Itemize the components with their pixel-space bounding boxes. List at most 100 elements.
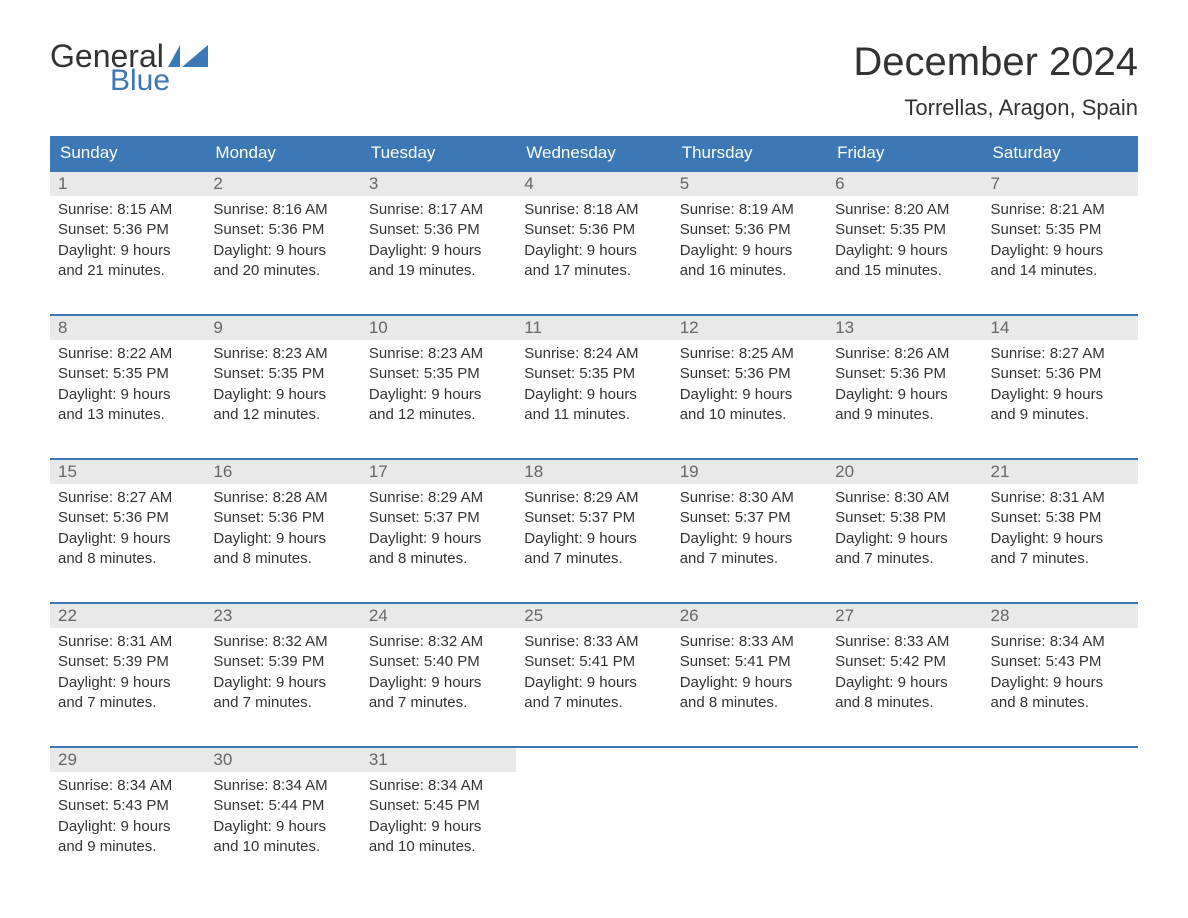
- day-details: Sunrise: 8:34 AMSunset: 5:43 PMDaylight:…: [50, 772, 205, 867]
- day-number: 8: [50, 316, 205, 340]
- sunrise-line: Sunrise: 8:27 AM: [58, 488, 197, 508]
- day-number: 6: [827, 172, 982, 196]
- day-details: Sunrise: 8:27 AMSunset: 5:36 PMDaylight:…: [50, 484, 205, 579]
- day-number: 11: [516, 316, 671, 340]
- daylight-line: Daylight: 9 hours and 17 minutes.: [524, 241, 663, 282]
- calendar-day-cell: [983, 748, 1138, 868]
- daylight-line: Daylight: 9 hours and 12 minutes.: [213, 385, 352, 426]
- calendar-day-cell: 1 Sunrise: 8:15 AMSunset: 5:36 PMDaylight…: [50, 172, 205, 292]
- sunrise-line: Sunrise: 8:15 AM: [58, 200, 197, 220]
- sunset-line: Sunset: 5:36 PM: [680, 220, 819, 240]
- calendar-day-cell: [516, 748, 671, 868]
- day-number: 1: [50, 172, 205, 196]
- daylight-line: Daylight: 9 hours and 9 minutes.: [58, 817, 197, 858]
- sunrise-line: Sunrise: 8:33 AM: [680, 632, 819, 652]
- calendar-day-cell: 3Sunrise: 8:17 AMSunset: 5:36 PMDaylight…: [361, 172, 516, 292]
- day-number: 12: [672, 316, 827, 340]
- calendar-week-row: 22Sunrise: 8:31 AMSunset: 5:39 PMDayligh…: [50, 602, 1138, 724]
- brand-logo: General Blue: [50, 40, 208, 96]
- day-details: Sunrise: 8:20 AMSunset: 5:35 PMDaylight:…: [827, 196, 982, 291]
- day-details: Sunrise: 8:26 AMSunset: 5:36 PMDaylight:…: [827, 340, 982, 435]
- sunset-line: Sunset: 5:36 PM: [369, 220, 508, 240]
- daylight-line: Daylight: 9 hours and 8 minutes.: [369, 529, 508, 570]
- calendar-day-cell: 31Sunrise: 8:34 AMSunset: 5:45 PMDayligh…: [361, 748, 516, 868]
- daylight-line: Daylight: 9 hours and 10 minutes.: [680, 385, 819, 426]
- calendar-day-cell: 30Sunrise: 8:34 AMSunset: 5:44 PMDayligh…: [205, 748, 360, 868]
- sunrise-line: Sunrise: 8:22 AM: [58, 344, 197, 364]
- day-number: 27: [827, 604, 982, 628]
- day-number: 30: [205, 748, 360, 772]
- day-details: Sunrise: 8:19 AMSunset: 5:36 PMDaylight:…: [672, 196, 827, 291]
- day-number: 25: [516, 604, 671, 628]
- sunrise-line: Sunrise: 8:18 AM: [524, 200, 663, 220]
- sunrise-line: Sunrise: 8:31 AM: [991, 488, 1130, 508]
- day-details: Sunrise: 8:22 AMSunset: 5:35 PMDaylight:…: [50, 340, 205, 435]
- daylight-line: Daylight: 9 hours and 7 minutes.: [369, 673, 508, 714]
- day-details: Sunrise: 8:23 AMSunset: 5:35 PMDaylight:…: [361, 340, 516, 435]
- day-details: Sunrise: 8:21 AMSunset: 5:35 PMDaylight:…: [983, 196, 1138, 291]
- day-details: Sunrise: 8:29 AMSunset: 5:37 PMDaylight:…: [516, 484, 671, 579]
- day-number: 18: [516, 460, 671, 484]
- daylight-line: Daylight: 9 hours and 10 minutes.: [369, 817, 508, 858]
- daylight-line: Daylight: 9 hours and 7 minutes.: [991, 529, 1130, 570]
- sunrise-line: Sunrise: 8:32 AM: [369, 632, 508, 652]
- calendar-week-row: 15Sunrise: 8:27 AMSunset: 5:36 PMDayligh…: [50, 458, 1138, 580]
- title-block: December 2024 Torrellas, Aragon, Spain: [853, 40, 1138, 121]
- day-details: Sunrise: 8:16 AMSunset: 5:36 PMDaylight:…: [205, 196, 360, 291]
- calendar-day-cell: 14Sunrise: 8:27 AMSunset: 5:36 PMDayligh…: [983, 316, 1138, 436]
- brand-line2: Blue: [110, 66, 208, 96]
- day-details: Sunrise: 8:31 AMSunset: 5:38 PMDaylight:…: [983, 484, 1138, 579]
- sunrise-line: Sunrise: 8:26 AM: [835, 344, 974, 364]
- sunrise-line: Sunrise: 8:33 AM: [524, 632, 663, 652]
- sunrise-line: Sunrise: 8:23 AM: [369, 344, 508, 364]
- day-details: Sunrise: 8:34 AMSunset: 5:44 PMDaylight:…: [205, 772, 360, 867]
- sunrise-line: Sunrise: 8:24 AM: [524, 344, 663, 364]
- sunrise-line: Sunrise: 8:16 AM: [213, 200, 352, 220]
- day-number: 10: [361, 316, 516, 340]
- sunset-line: Sunset: 5:35 PM: [835, 220, 974, 240]
- day-details: Sunrise: 8:31 AMSunset: 5:39 PMDaylight:…: [50, 628, 205, 723]
- calendar-week-row: 8Sunrise: 8:22 AMSunset: 5:35 PMDaylight…: [50, 314, 1138, 436]
- calendar-day-cell: 6Sunrise: 8:20 AMSunset: 5:35 PMDaylight…: [827, 172, 982, 292]
- day-number: 29: [50, 748, 205, 772]
- day-number: 19: [672, 460, 827, 484]
- sunset-line: Sunset: 5:36 PM: [58, 220, 197, 240]
- day-details: Sunrise: 8:28 AMSunset: 5:36 PMDaylight:…: [205, 484, 360, 579]
- day-details: Sunrise: 8:23 AMSunset: 5:35 PMDaylight:…: [205, 340, 360, 435]
- sunrise-line: Sunrise: 8:29 AM: [369, 488, 508, 508]
- calendar-day-header-row: SundayMondayTuesdayWednesdayThursdayFrid…: [50, 136, 1138, 170]
- daylight-line: Daylight: 9 hours and 8 minutes.: [213, 529, 352, 570]
- daylight-line: Daylight: 9 hours and 11 minutes.: [524, 385, 663, 426]
- sunset-line: Sunset: 5:36 PM: [524, 220, 663, 240]
- day-details: Sunrise: 8:33 AMSunset: 5:42 PMDaylight:…: [827, 628, 982, 723]
- daylight-line: Daylight: 9 hours and 8 minutes.: [680, 673, 819, 714]
- day-header-cell: Thursday: [672, 136, 827, 170]
- sunrise-line: Sunrise: 8:33 AM: [835, 632, 974, 652]
- sunset-line: Sunset: 5:43 PM: [991, 652, 1130, 672]
- daylight-line: Daylight: 9 hours and 7 minutes.: [524, 529, 663, 570]
- day-number: 13: [827, 316, 982, 340]
- sunset-line: Sunset: 5:39 PM: [58, 652, 197, 672]
- sunrise-line: Sunrise: 8:17 AM: [369, 200, 508, 220]
- sunset-line: Sunset: 5:36 PM: [991, 364, 1130, 384]
- sunset-line: Sunset: 5:35 PM: [991, 220, 1130, 240]
- calendar-day-cell: 18Sunrise: 8:29 AMSunset: 5:37 PMDayligh…: [516, 460, 671, 580]
- sunrise-line: Sunrise: 8:27 AM: [991, 344, 1130, 364]
- daylight-line: Daylight: 9 hours and 21 minutes.: [58, 241, 197, 282]
- daylight-line: Daylight: 9 hours and 8 minutes.: [58, 529, 197, 570]
- calendar-day-cell: 29Sunrise: 8:34 AMSunset: 5:43 PMDayligh…: [50, 748, 205, 868]
- sunrise-line: Sunrise: 8:21 AM: [991, 200, 1130, 220]
- daylight-line: Daylight: 9 hours and 7 minutes.: [680, 529, 819, 570]
- sunrise-line: Sunrise: 8:20 AM: [835, 200, 974, 220]
- calendar-day-cell: 4Sunrise: 8:18 AMSunset: 5:36 PMDaylight…: [516, 172, 671, 292]
- calendar: SundayMondayTuesdayWednesdayThursdayFrid…: [50, 136, 1138, 868]
- sunset-line: Sunset: 5:35 PM: [213, 364, 352, 384]
- day-number: 21: [983, 460, 1138, 484]
- sunrise-line: Sunrise: 8:19 AM: [680, 200, 819, 220]
- sunrise-line: Sunrise: 8:28 AM: [213, 488, 352, 508]
- calendar-day-cell: 20Sunrise: 8:30 AMSunset: 5:38 PMDayligh…: [827, 460, 982, 580]
- sunrise-line: Sunrise: 8:30 AM: [835, 488, 974, 508]
- day-details: Sunrise: 8:30 AMSunset: 5:38 PMDaylight:…: [827, 484, 982, 579]
- daylight-line: Daylight: 9 hours and 14 minutes.: [991, 241, 1130, 282]
- daylight-line: Daylight: 9 hours and 19 minutes.: [369, 241, 508, 282]
